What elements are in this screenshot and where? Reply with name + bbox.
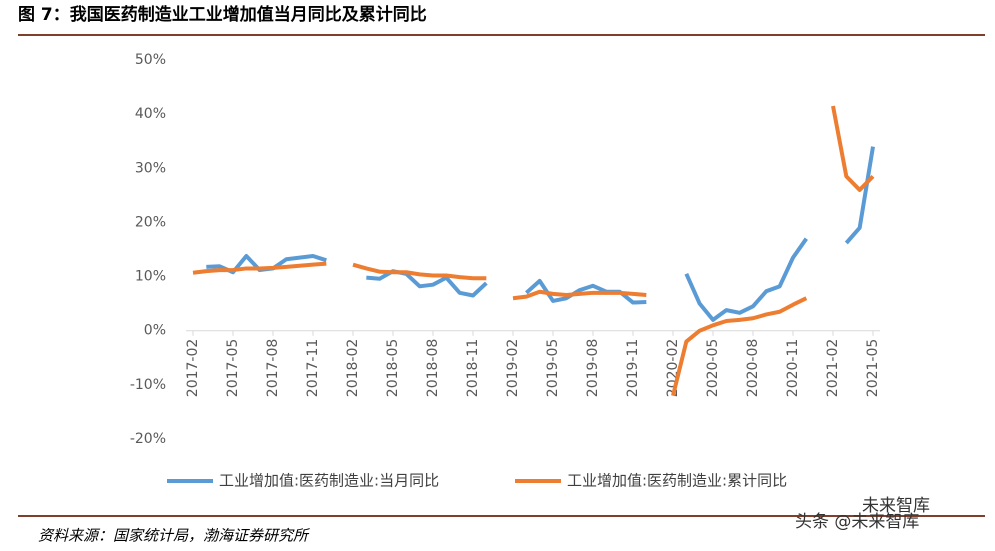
y-tick-label: 10%: [135, 269, 166, 285]
x-tick-label: 2020-05: [705, 339, 721, 398]
y-tick-label: 0%: [144, 323, 166, 339]
y-tick-label: 40%: [135, 106, 166, 122]
legend-label: 工业增加值:医药制造业:当月同比: [219, 472, 439, 490]
source-note: 资料来源：国家统计局，渤海证券研究所: [38, 527, 310, 545]
x-tick-label: 2020-11: [785, 339, 801, 398]
x-tick-label: 2018-08: [425, 339, 441, 398]
x-tick-label: 2019-11: [625, 339, 641, 398]
y-tick-label: -20%: [130, 431, 166, 447]
watermark: 未来智库: [862, 496, 930, 516]
x-tick-label: 2021-05: [865, 339, 881, 398]
x-tick-label: 2020-08: [745, 339, 761, 398]
x-tick-label: 2018-11: [465, 339, 481, 398]
y-tick-label: 30%: [135, 160, 166, 176]
x-tick-label: 2018-02: [345, 339, 361, 398]
watermark: 头条 @未来智库: [795, 512, 919, 532]
legend-label: 工业增加值:医药制造业:累计同比: [567, 472, 787, 490]
series-line: [192, 105, 875, 397]
series-line: [206, 146, 875, 322]
x-tick-label: 2019-08: [585, 339, 601, 398]
x-tick-label: 2019-02: [505, 339, 521, 398]
y-tick-label: 50%: [135, 52, 166, 68]
chart-title: 图 7：我国医药制造业工业增加值当月同比及累计同比: [18, 4, 427, 25]
y-tick-label: -10%: [130, 377, 166, 393]
x-tick-label: 2017-02: [185, 339, 201, 398]
x-tick-label: 2019-05: [545, 339, 561, 398]
x-tick-label: 2018-05: [385, 339, 401, 398]
x-tick-label: 2017-05: [225, 339, 241, 398]
x-tick-label: 2021-02: [825, 339, 841, 398]
x-tick-label: 2017-11: [305, 339, 321, 398]
y-tick-label: 20%: [135, 214, 166, 230]
x-tick-label: 2017-08: [265, 339, 281, 398]
